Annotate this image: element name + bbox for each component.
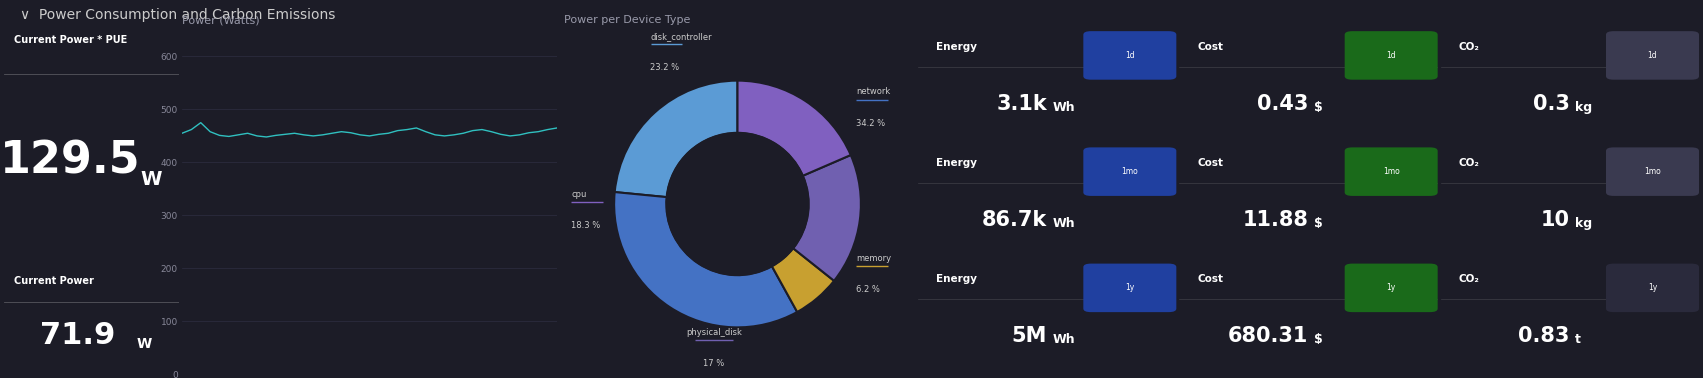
Circle shape — [666, 133, 809, 275]
Text: Power (Watts): Power (Watts) — [182, 15, 259, 25]
Text: 86.7k: 86.7k — [983, 210, 1047, 230]
FancyBboxPatch shape — [1606, 31, 1700, 80]
Wedge shape — [771, 248, 834, 312]
Text: $: $ — [1313, 333, 1323, 346]
Wedge shape — [794, 155, 862, 281]
FancyBboxPatch shape — [1083, 263, 1177, 312]
Text: 6.2 %: 6.2 % — [857, 285, 880, 294]
Text: 1d: 1d — [1649, 51, 1657, 60]
Text: $: $ — [1313, 217, 1323, 230]
Text: 1y: 1y — [1649, 284, 1657, 292]
Text: ∨  Power Consumption and Carbon Emissions: ∨ Power Consumption and Carbon Emissions — [20, 8, 335, 22]
Text: 10: 10 — [1541, 210, 1570, 230]
Text: Energy: Energy — [937, 158, 978, 168]
Text: 23.2 %: 23.2 % — [651, 63, 679, 72]
Text: 680.31: 680.31 — [1228, 326, 1308, 346]
FancyBboxPatch shape — [1606, 147, 1700, 196]
Text: 1y: 1y — [1386, 284, 1396, 292]
FancyBboxPatch shape — [1345, 31, 1437, 80]
Text: Current Power: Current Power — [15, 276, 94, 286]
FancyBboxPatch shape — [1083, 31, 1177, 80]
Text: 1y: 1y — [1126, 284, 1134, 292]
Text: Current Power * PUE: Current Power * PUE — [15, 35, 128, 45]
Text: Energy: Energy — [937, 274, 978, 284]
Text: 3.1k: 3.1k — [996, 94, 1047, 114]
Text: memory: memory — [857, 254, 891, 263]
Text: Wh: Wh — [1052, 217, 1075, 230]
Text: 1mo: 1mo — [1122, 167, 1138, 176]
Text: 0.43: 0.43 — [1257, 94, 1308, 114]
Text: network: network — [857, 87, 891, 96]
Text: kg: kg — [1575, 101, 1592, 114]
Text: 11.88: 11.88 — [1243, 210, 1308, 230]
Text: cpu: cpu — [572, 190, 588, 199]
Text: 1mo: 1mo — [1643, 167, 1660, 176]
Text: W: W — [141, 170, 162, 189]
Text: Cost: Cost — [1197, 158, 1223, 168]
Wedge shape — [737, 81, 852, 176]
Text: Wh: Wh — [1052, 101, 1075, 114]
FancyBboxPatch shape — [1345, 147, 1437, 196]
Text: CO₂: CO₂ — [1459, 274, 1480, 284]
Text: 1mo: 1mo — [1383, 167, 1400, 176]
Text: t: t — [1575, 333, 1580, 346]
Text: physical_disk: physical_disk — [686, 328, 743, 337]
Text: CO₂: CO₂ — [1459, 42, 1480, 51]
Text: disk_controller: disk_controller — [651, 32, 712, 41]
FancyBboxPatch shape — [1606, 263, 1700, 312]
FancyBboxPatch shape — [1345, 263, 1437, 312]
Text: 129.5: 129.5 — [0, 139, 141, 182]
Text: $: $ — [1313, 101, 1323, 114]
Wedge shape — [615, 81, 737, 197]
Text: 0.3: 0.3 — [1533, 94, 1570, 114]
Text: kg: kg — [1575, 217, 1592, 230]
Text: Cost: Cost — [1197, 274, 1223, 284]
Text: 0.83: 0.83 — [1519, 326, 1570, 346]
Text: 18.3 %: 18.3 % — [572, 222, 601, 231]
Text: 5M: 5M — [1012, 326, 1047, 346]
Text: 17 %: 17 % — [703, 359, 724, 368]
FancyBboxPatch shape — [1083, 147, 1177, 196]
Text: Cost: Cost — [1197, 42, 1223, 51]
Text: 71.9: 71.9 — [39, 321, 116, 350]
Text: Energy: Energy — [937, 42, 978, 51]
Text: Wh: Wh — [1052, 333, 1075, 346]
Text: W: W — [136, 337, 152, 351]
Wedge shape — [615, 192, 797, 327]
Text: Power per Device Type: Power per Device Type — [564, 15, 690, 25]
Text: CO₂: CO₂ — [1459, 158, 1480, 168]
Text: 34.2 %: 34.2 % — [857, 119, 886, 128]
Text: 1d: 1d — [1126, 51, 1134, 60]
Text: 1d: 1d — [1386, 51, 1396, 60]
